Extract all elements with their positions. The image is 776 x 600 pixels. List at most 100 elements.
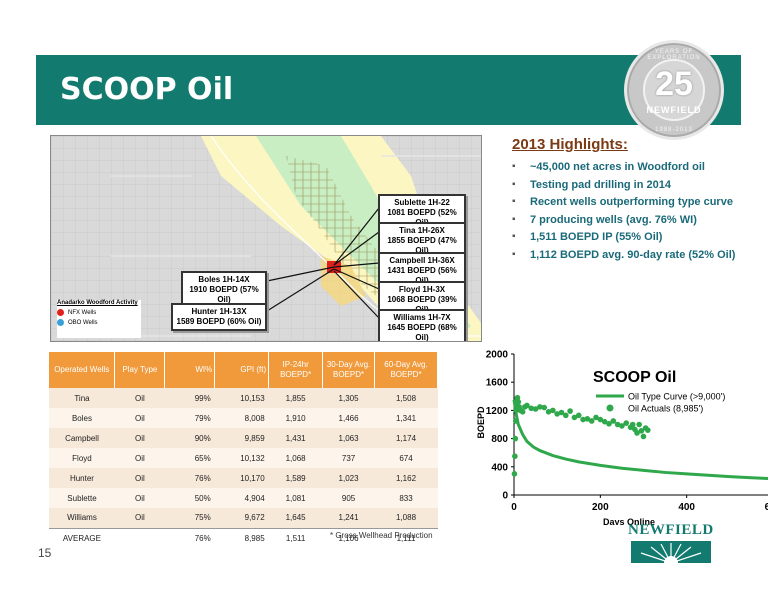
table-cell: Sublette	[49, 488, 115, 508]
data-point-actuals	[610, 418, 617, 424]
highlight-item: ~45,000 net acres in Woodford oil	[512, 161, 762, 173]
table-cell: 1,162	[374, 468, 438, 488]
table-average-row: AVERAGE 76% 8,985 1,511 1,106 1,111	[49, 527, 438, 548]
highlights-panel: 2013 Highlights: ~45,000 net acres in Wo…	[512, 136, 762, 266]
map-legend-title: Anadarko Woodford Activity	[57, 300, 138, 306]
table-cell: Campbell	[49, 428, 115, 448]
table-cell: 1,589	[268, 468, 323, 488]
table-cell: 1,111	[374, 527, 438, 548]
table-cell: Tina	[49, 388, 115, 408]
table-cell: Williams	[49, 508, 115, 528]
chart-title: SCOOP Oil	[593, 369, 676, 386]
table-body: Tina Oil 99% 10,153 1,855 1,305 1,508 Boles Oil 7…	[49, 388, 438, 548]
series-line-type-curve	[512, 399, 774, 481]
data-point-actuals	[512, 418, 519, 424]
col-header: 60-Day Avg. BOEPD*	[374, 352, 438, 388]
table-row: Tina Oil 99% 10,153 1,855 1,305 1,508	[49, 388, 438, 408]
table-cell: 1,855	[268, 388, 323, 408]
table-cell: 76%	[164, 527, 215, 548]
table-cell: 1,081	[268, 488, 323, 508]
title-banner	[36, 55, 741, 125]
y-tick-label: 1600	[486, 378, 509, 389]
wells-table: Operated Wells Play Type WI% GPI (ft) IP…	[49, 352, 438, 548]
table-cell: 1,068	[268, 448, 323, 468]
production-chart: 0 400 800 1200 1600 2000 0 200 400 600 BOEPD Days O…	[468, 340, 776, 530]
highlight-item: 7 producing wells (avg. 76% WI)	[512, 214, 762, 226]
table-cell: 1,023	[322, 468, 375, 488]
col-header: 30-Day Avg. BOEPD*	[322, 352, 376, 388]
data-point-actuals	[588, 418, 595, 424]
callout-williams: Williams 1H-7X 1645 BOEPD (68% Oil)	[378, 309, 466, 341]
data-point-actuals	[584, 416, 591, 422]
table-cell: 1,466	[322, 408, 375, 428]
table-cell: Oil	[114, 408, 165, 428]
x-axis-label: Days Online	[603, 517, 655, 525]
col-header: Operated Wells	[49, 352, 116, 388]
data-point-actuals	[514, 394, 521, 401]
col-header: Play Type	[114, 352, 166, 388]
table-cell: Oil	[114, 448, 165, 468]
seal-word: NEWFIELD	[646, 105, 702, 115]
table-cell: 1,063	[322, 428, 375, 448]
table-cell: 674	[374, 448, 438, 468]
chart-svg: 0 400 800 1200 1600 2000 0 200 400 600 BOEPD Days O…	[476, 350, 776, 528]
table-cell: 99%	[164, 388, 215, 408]
table-cell: 1,241	[322, 508, 375, 528]
table-cell: 76%	[164, 468, 215, 488]
highlight-item: Testing pad drilling in 2014	[512, 179, 762, 191]
data-point-actuals	[567, 408, 573, 414]
logo-wordmark: NEWFIELD	[628, 522, 714, 538]
table-cell: 1,106	[322, 527, 375, 548]
data-point-actuals	[636, 421, 642, 428]
y-tick-label: 0	[502, 491, 508, 502]
table-footnote: * Gross Wellhead Production	[330, 531, 433, 540]
data-point-actuals	[640, 433, 647, 440]
data-point-actuals	[601, 418, 608, 425]
table-cell: 50%	[164, 488, 215, 508]
x-tick-label: 400	[678, 502, 695, 513]
data-point-actuals	[575, 412, 582, 419]
blue-dot-icon	[57, 319, 64, 326]
table-cell: Boles	[49, 408, 115, 428]
table-cell: 8,985	[214, 527, 269, 548]
table-cell: Oil	[114, 388, 165, 408]
data-point-actuals	[515, 399, 522, 405]
table-cell: 4,904	[214, 488, 269, 508]
table-cell: 1,645	[268, 508, 323, 528]
table-row: Hunter Oil 76% 10,170 1,589 1,023 1,162	[49, 468, 438, 488]
table-cell: Oil	[114, 468, 165, 488]
y-tick-label: 400	[491, 462, 508, 473]
data-point-actuals	[512, 453, 518, 460]
legend-item-nfx: NFX Wells	[57, 309, 141, 316]
table-cell: 1,305	[322, 388, 375, 408]
red-dot-icon	[57, 309, 64, 316]
table-row: Boles Oil 79% 8,008 1,910 1,466 1,341	[49, 408, 438, 428]
y-tick-label: 2000	[486, 350, 509, 361]
y-axis-label: BOEPD	[476, 406, 486, 439]
anniversary-seal: YEARS OF EXPLORATION 25 NEWFIELD 1988-20…	[624, 40, 724, 140]
table-cell: Oil	[114, 428, 165, 448]
table-row: Sublette Oil 50% 4,904 1,081 905 833	[49, 488, 438, 508]
legend-swatch-actuals	[606, 404, 614, 412]
table-cell: Hunter	[49, 468, 115, 488]
data-point-actuals	[593, 414, 599, 421]
highlights-title: 2013 Highlights:	[512, 136, 628, 153]
data-point-actuals	[638, 428, 645, 434]
table-cell: 75%	[164, 508, 215, 528]
data-point-actuals	[545, 409, 552, 415]
legend-label-actuals: Oil Actuals (8,985')	[628, 404, 703, 414]
legend-label-type-curve: Oil Type Curve (>9,000')	[628, 392, 725, 402]
table-cell: 1,910	[268, 408, 323, 428]
col-header: WI%	[164, 352, 216, 388]
data-point-actuals	[550, 407, 556, 414]
table-cell: 833	[374, 488, 438, 508]
seal-arc-text: YEARS OF EXPLORATION	[647, 49, 701, 61]
seal-years: 1988-2013	[655, 127, 693, 133]
seal-number: 25	[655, 65, 693, 103]
data-point-actuals	[558, 409, 565, 416]
data-point-actuals	[532, 406, 539, 412]
highlight-item: 1,511 BOEPD IP (55% Oil)	[512, 231, 762, 243]
col-header: GPI (ft)	[214, 352, 270, 388]
table-cell: Floyd	[49, 448, 115, 468]
